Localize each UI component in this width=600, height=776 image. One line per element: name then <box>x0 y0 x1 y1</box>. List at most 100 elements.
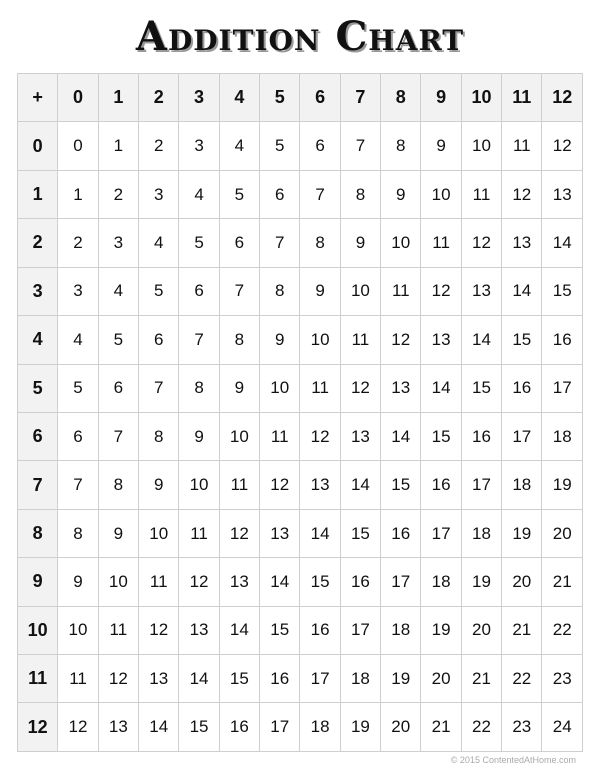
sum-cell: 18 <box>541 411 583 462</box>
table-row: 3 3 4 5 6 7 8 9 10 11 12 13 14 15 <box>16 266 583 317</box>
column-header: 6 <box>299 72 341 123</box>
sum-cell: 13 <box>501 218 543 268</box>
column-header: 8 <box>380 72 422 123</box>
sum-cell: 13 <box>339 411 382 462</box>
sum-cell: 8 <box>57 508 99 559</box>
sum-cell: 13 <box>178 605 220 656</box>
sum-cell: 13 <box>541 169 583 220</box>
sum-cell: 11 <box>259 411 301 462</box>
row-header: 3 <box>16 266 59 317</box>
sum-cell: 10 <box>380 218 422 268</box>
sum-cell: 4 <box>218 121 261 171</box>
sum-cell: 10 <box>339 266 382 317</box>
sum-cell: 11 <box>380 266 422 317</box>
sum-cell: 14 <box>501 266 543 317</box>
sum-cell: 17 <box>299 654 341 704</box>
sum-cell: 15 <box>299 557 341 607</box>
column-header: 12 <box>541 72 583 123</box>
sum-cell: 16 <box>541 315 583 365</box>
sum-cell: 12 <box>259 460 301 510</box>
sum-cell: 16 <box>420 460 462 510</box>
sum-cell: 12 <box>178 557 220 607</box>
page-title: Addition Chart <box>135 13 465 60</box>
sum-cell: 18 <box>299 702 341 752</box>
sum-cell: 14 <box>541 218 583 268</box>
sum-cell: 10 <box>460 121 503 171</box>
sum-cell: 5 <box>138 266 180 317</box>
sum-cell: 7 <box>97 411 140 462</box>
sum-cell: 17 <box>339 605 382 656</box>
sum-cell: 16 <box>380 508 422 559</box>
sum-cell: 9 <box>380 169 422 220</box>
column-header: 3 <box>178 72 220 123</box>
row-header: 6 <box>16 411 59 462</box>
sum-cell: 21 <box>501 605 543 656</box>
sum-cell: 8 <box>259 266 301 317</box>
table-row: 11 11 12 13 14 15 16 17 18 19 20 21 22 23 <box>16 654 583 704</box>
sum-cell: 7 <box>138 363 180 413</box>
sum-cell: 11 <box>97 605 140 656</box>
table-row: 9 9 10 11 12 13 14 15 16 17 18 19 20 21 <box>16 557 583 607</box>
sum-cell: 11 <box>178 508 220 559</box>
sum-cell: 11 <box>218 460 261 510</box>
sum-cell: 11 <box>57 654 99 704</box>
sum-cell: 16 <box>460 411 503 462</box>
table-row: 7 7 8 9 10 11 12 13 14 15 16 17 18 19 <box>16 460 583 510</box>
sum-cell: 22 <box>460 702 503 752</box>
sum-cell: 13 <box>259 508 301 559</box>
sum-cell: 0 <box>57 121 99 171</box>
sum-cell: 14 <box>420 363 462 413</box>
sum-cell: 22 <box>501 654 543 704</box>
sum-cell: 5 <box>259 121 301 171</box>
sum-cell: 19 <box>420 605 462 656</box>
sum-cell: 12 <box>339 363 382 413</box>
sum-cell: 15 <box>380 460 422 510</box>
column-header: 9 <box>420 72 462 123</box>
table-row: 4 4 5 6 7 8 9 10 11 12 13 14 15 16 <box>16 315 583 365</box>
sum-cell: 6 <box>218 218 261 268</box>
table-row: 6 6 7 8 9 10 11 12 13 14 15 16 17 18 <box>16 411 583 462</box>
row-header: 10 <box>16 605 59 656</box>
sum-cell: 19 <box>380 654 422 704</box>
sum-cell: 12 <box>97 654 140 704</box>
sum-cell: 6 <box>138 315 180 365</box>
sum-cell: 23 <box>501 702 543 752</box>
sum-cell: 21 <box>460 654 503 704</box>
sum-cell: 11 <box>460 169 503 220</box>
column-header: 7 <box>339 72 382 123</box>
sum-cell: 23 <box>541 654 583 704</box>
sum-cell: 15 <box>541 266 583 317</box>
sum-cell: 20 <box>380 702 422 752</box>
sum-cell: 4 <box>97 266 140 317</box>
row-header: 11 <box>16 654 59 704</box>
sum-cell: 13 <box>460 266 503 317</box>
sum-cell: 2 <box>57 218 99 268</box>
sum-cell: 1 <box>97 121 140 171</box>
sum-cell: 15 <box>218 654 261 704</box>
sum-cell: 5 <box>178 218 220 268</box>
sum-cell: 10 <box>97 557 140 607</box>
table-row: 0 0 1 2 3 4 5 6 7 8 9 10 11 12 <box>16 121 583 171</box>
sum-cell: 14 <box>259 557 301 607</box>
column-header: 11 <box>501 72 543 123</box>
sum-cell: 7 <box>178 315 220 365</box>
sum-cell: 7 <box>259 218 301 268</box>
row-header: 8 <box>16 508 59 559</box>
sum-cell: 12 <box>420 266 462 317</box>
sum-cell: 19 <box>501 508 543 559</box>
sum-cell: 7 <box>339 121 382 171</box>
sum-cell: 12 <box>138 605 180 656</box>
table-row: 8 8 9 10 11 12 13 14 15 16 17 18 19 20 <box>16 508 583 559</box>
sum-cell: 9 <box>339 218 382 268</box>
sum-cell: 14 <box>178 654 220 704</box>
sum-cell: 18 <box>339 654 382 704</box>
sum-cell: 8 <box>380 121 422 171</box>
sum-cell: 6 <box>299 121 341 171</box>
sum-cell: 9 <box>299 266 341 317</box>
row-header: 0 <box>16 121 59 171</box>
sum-cell: 21 <box>541 557 583 607</box>
sum-cell: 12 <box>218 508 261 559</box>
sum-cell: 11 <box>138 557 180 607</box>
sum-cell: 12 <box>380 315 422 365</box>
sum-cell: 14 <box>299 508 341 559</box>
